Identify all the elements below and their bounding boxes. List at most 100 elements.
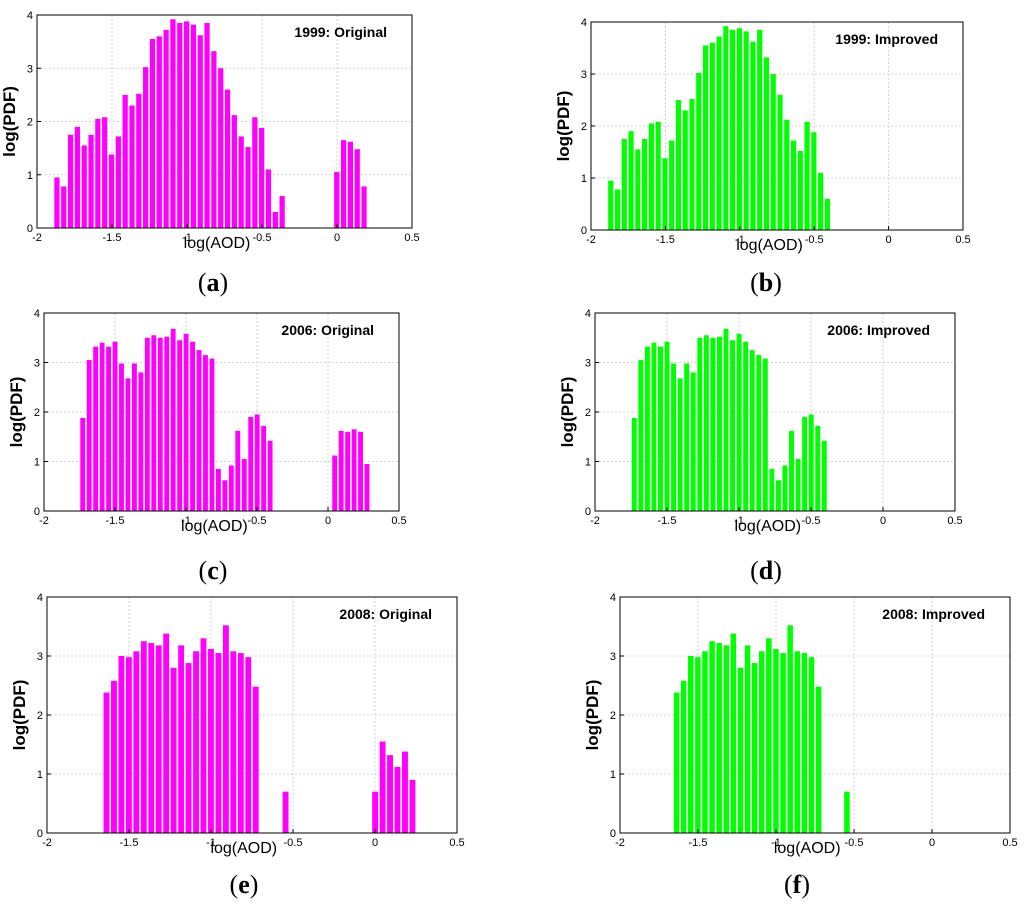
histogram-bar (222, 480, 228, 511)
histogram-bar (815, 686, 822, 833)
histogram-bar (789, 430, 794, 511)
panel-title: 1999: Original (294, 24, 387, 40)
histogram-bar (74, 126, 80, 228)
histogram-bar (703, 335, 709, 511)
histogram-bar (80, 417, 86, 511)
histogram-bar (347, 141, 353, 228)
histogram-bar (696, 72, 702, 231)
y-tick-label: 3 (27, 63, 33, 75)
histogram-bar (108, 154, 115, 228)
histogram-bar (628, 131, 634, 230)
y-tick-label: 0 (581, 225, 587, 237)
histogram-bar (723, 328, 729, 511)
y-axis-label: log(PDF) (0, 86, 19, 157)
histogram-bar (808, 657, 815, 833)
histogram-bar (241, 459, 247, 511)
histogram-bar (802, 416, 808, 511)
y-tick-label: 2 (34, 407, 40, 419)
x-tick-label: -1.5 (689, 837, 708, 849)
histogram-bar (621, 139, 627, 230)
histogram-bar (770, 74, 776, 230)
histogram-bar (354, 149, 360, 228)
histogram-bar (743, 31, 749, 230)
histogram-bar (148, 643, 155, 833)
histogram-bar (702, 45, 709, 231)
histogram-bar (224, 89, 231, 228)
histogram-bar (332, 455, 338, 511)
histogram-bar (196, 350, 202, 511)
histogram-bar (61, 186, 67, 228)
histogram-bar (218, 68, 224, 228)
histogram-bar (387, 755, 393, 833)
histogram-bar (844, 791, 850, 833)
caption-e: (e) (229, 870, 259, 899)
x-tick-label: -2 (590, 515, 600, 527)
x-tick-label: 0 (929, 837, 935, 849)
histogram-bar (763, 57, 770, 230)
histogram-bar (614, 189, 621, 230)
chart-panel-b: -2 -1.5 -1 -0.5 0 0.5 0 1 2 3 4 log(AOD) log(PDF) 199… (554, 17, 971, 254)
histogram-bar (203, 355, 208, 511)
histogram-bar (723, 26, 729, 230)
x-tick-label: -2 (586, 234, 596, 246)
histogram-bar (211, 51, 217, 229)
histogram-bar (111, 680, 117, 833)
y-tick-label: 4 (585, 308, 591, 320)
y-tick-label: 4 (34, 308, 40, 320)
x-tick-label: 0.5 (391, 515, 406, 527)
y-tick-label: 2 (37, 710, 43, 722)
histogram-bar (222, 625, 229, 833)
caption-b: (b) (750, 268, 782, 297)
histogram-bar (811, 132, 817, 230)
histogram-bar (178, 645, 185, 833)
histogram-bar (695, 657, 701, 833)
histogram-bar (677, 378, 683, 511)
histogram-bar (787, 625, 793, 833)
histogram-bar (710, 337, 716, 511)
chart-panel-e: -2 -1.5 -1 -0.5 0 0.5 0 1 2 3 4 log(AOD) log(PDF) 200… (10, 592, 465, 857)
y-tick-label: 3 (610, 651, 616, 663)
histogram-bar (170, 667, 177, 833)
histogram-bar (170, 328, 176, 511)
histogram-bar (102, 117, 108, 228)
histogram-bar (775, 480, 781, 511)
y-tick-label: 1 (27, 170, 33, 182)
histogram-bar (144, 337, 150, 511)
histogram-bar (106, 346, 112, 511)
caption-f: (f) (783, 870, 811, 899)
histogram-bar (673, 692, 680, 833)
histogram-bar (675, 100, 682, 230)
histogram-bar (131, 363, 137, 511)
histogram-bar (709, 641, 715, 833)
histogram-bar (235, 430, 241, 511)
histogram-bar (133, 651, 140, 833)
histogram-bar (361, 186, 367, 228)
histogram-bar (762, 358, 768, 511)
x-tick-label: -1 (771, 837, 781, 849)
panel-title: 2008: Original (339, 606, 432, 622)
histogram-bar (245, 147, 251, 228)
x-tick-label: 0 (880, 515, 886, 527)
histogram-bar (655, 121, 661, 230)
histogram-bar (190, 24, 197, 229)
histogram-bar (658, 346, 663, 511)
histogram-bar (252, 117, 258, 228)
histogram-bar (112, 341, 118, 511)
histogram-bar (183, 21, 190, 228)
histogram-bar (751, 663, 758, 833)
x-axis-label: log(AOD) (181, 518, 248, 535)
y-tick-label: 2 (610, 710, 616, 722)
histogram-bar (237, 653, 244, 833)
histogram-bar (183, 333, 189, 511)
histogram-bar (680, 680, 687, 833)
histogram-bar (608, 180, 614, 230)
y-tick-label: 3 (34, 358, 40, 370)
histogram-bar (54, 177, 60, 228)
histogram-bar (136, 93, 142, 228)
histogram-bar (155, 645, 162, 833)
histogram-bar (736, 28, 742, 230)
histogram-bar (170, 19, 176, 229)
y-tick-label: 3 (585, 358, 591, 370)
histogram-bar (197, 35, 203, 228)
